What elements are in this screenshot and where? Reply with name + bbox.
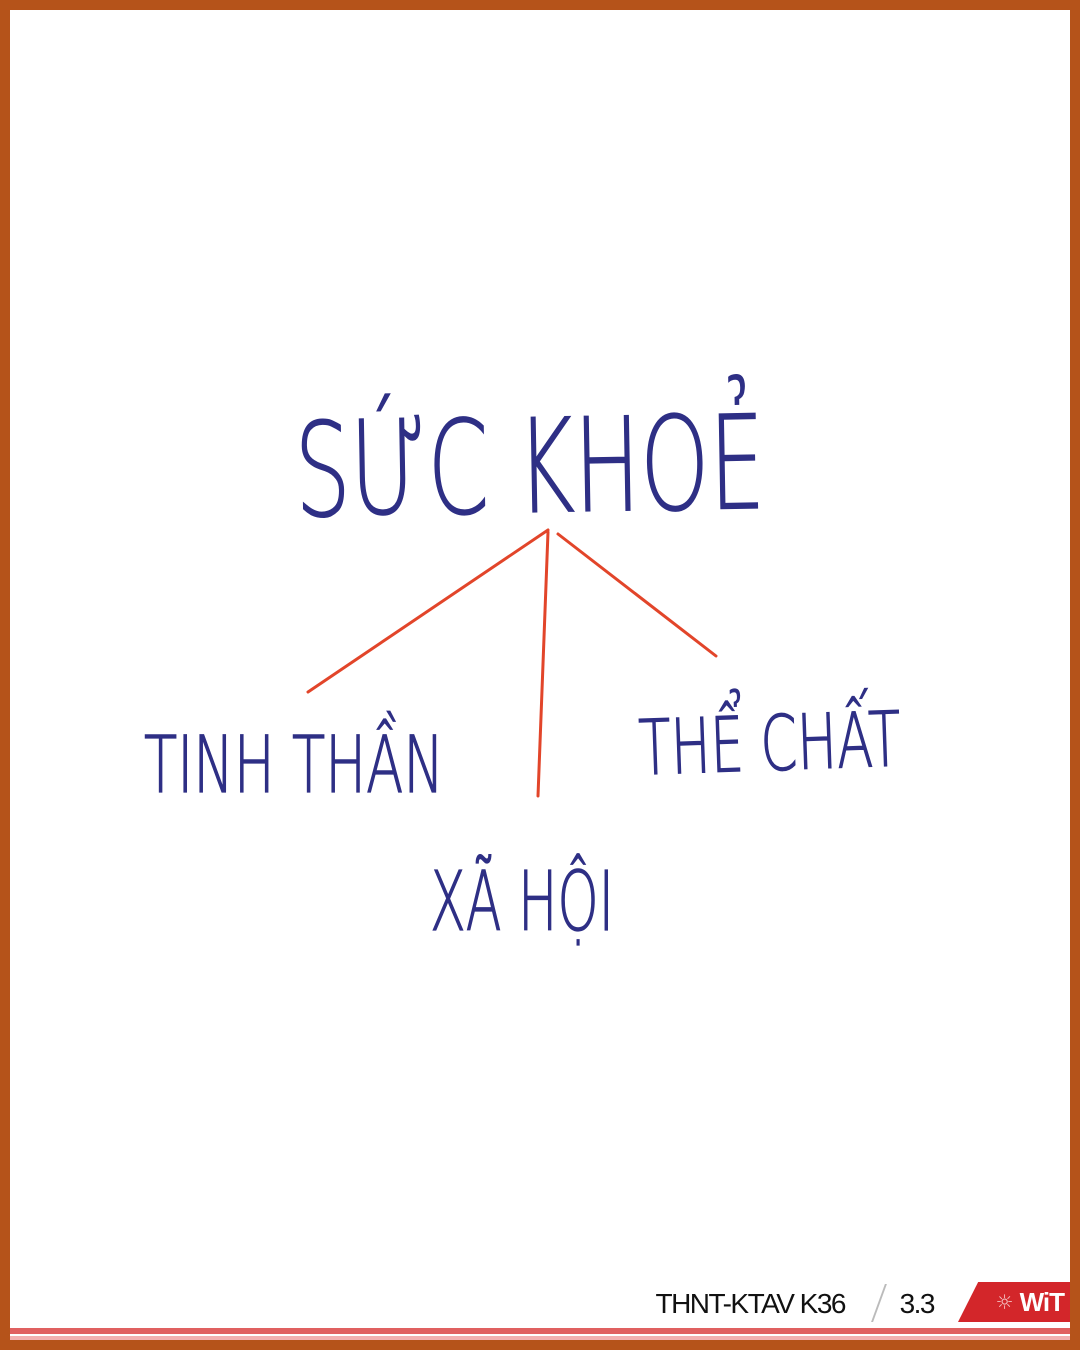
footer-rule xyxy=(10,1328,1070,1334)
wit-logo: ☼ WiT xyxy=(958,1282,1070,1322)
footer: THNT-KTAV K36 3.3 ☼ WiT xyxy=(10,1280,1070,1340)
page-number: 3.3 xyxy=(899,1288,936,1319)
connector-xa-hoi xyxy=(536,530,550,798)
course-code: THNT-KTAV K36 xyxy=(655,1288,846,1319)
connector-the-chat xyxy=(556,532,718,658)
footer-divider xyxy=(871,1284,887,1322)
connector-tinh-than xyxy=(306,528,550,694)
root-node: SỨC KHOẺ xyxy=(293,374,766,547)
mind-map: SỨC KHOẺ TINH THẦN THỂ CHẤT XÃ HỘI xyxy=(143,373,902,950)
sun-icon: ☼ xyxy=(995,1290,1014,1314)
footer-rule-light xyxy=(10,1336,1070,1340)
branch-xa-hoi: XÃ HỘI xyxy=(430,853,614,950)
branch-the-chat: THỂ CHẤT xyxy=(637,682,902,792)
branch-tinh-than: TINH THẦN xyxy=(144,711,444,811)
logo-text: WiT xyxy=(1019,1286,1065,1317)
